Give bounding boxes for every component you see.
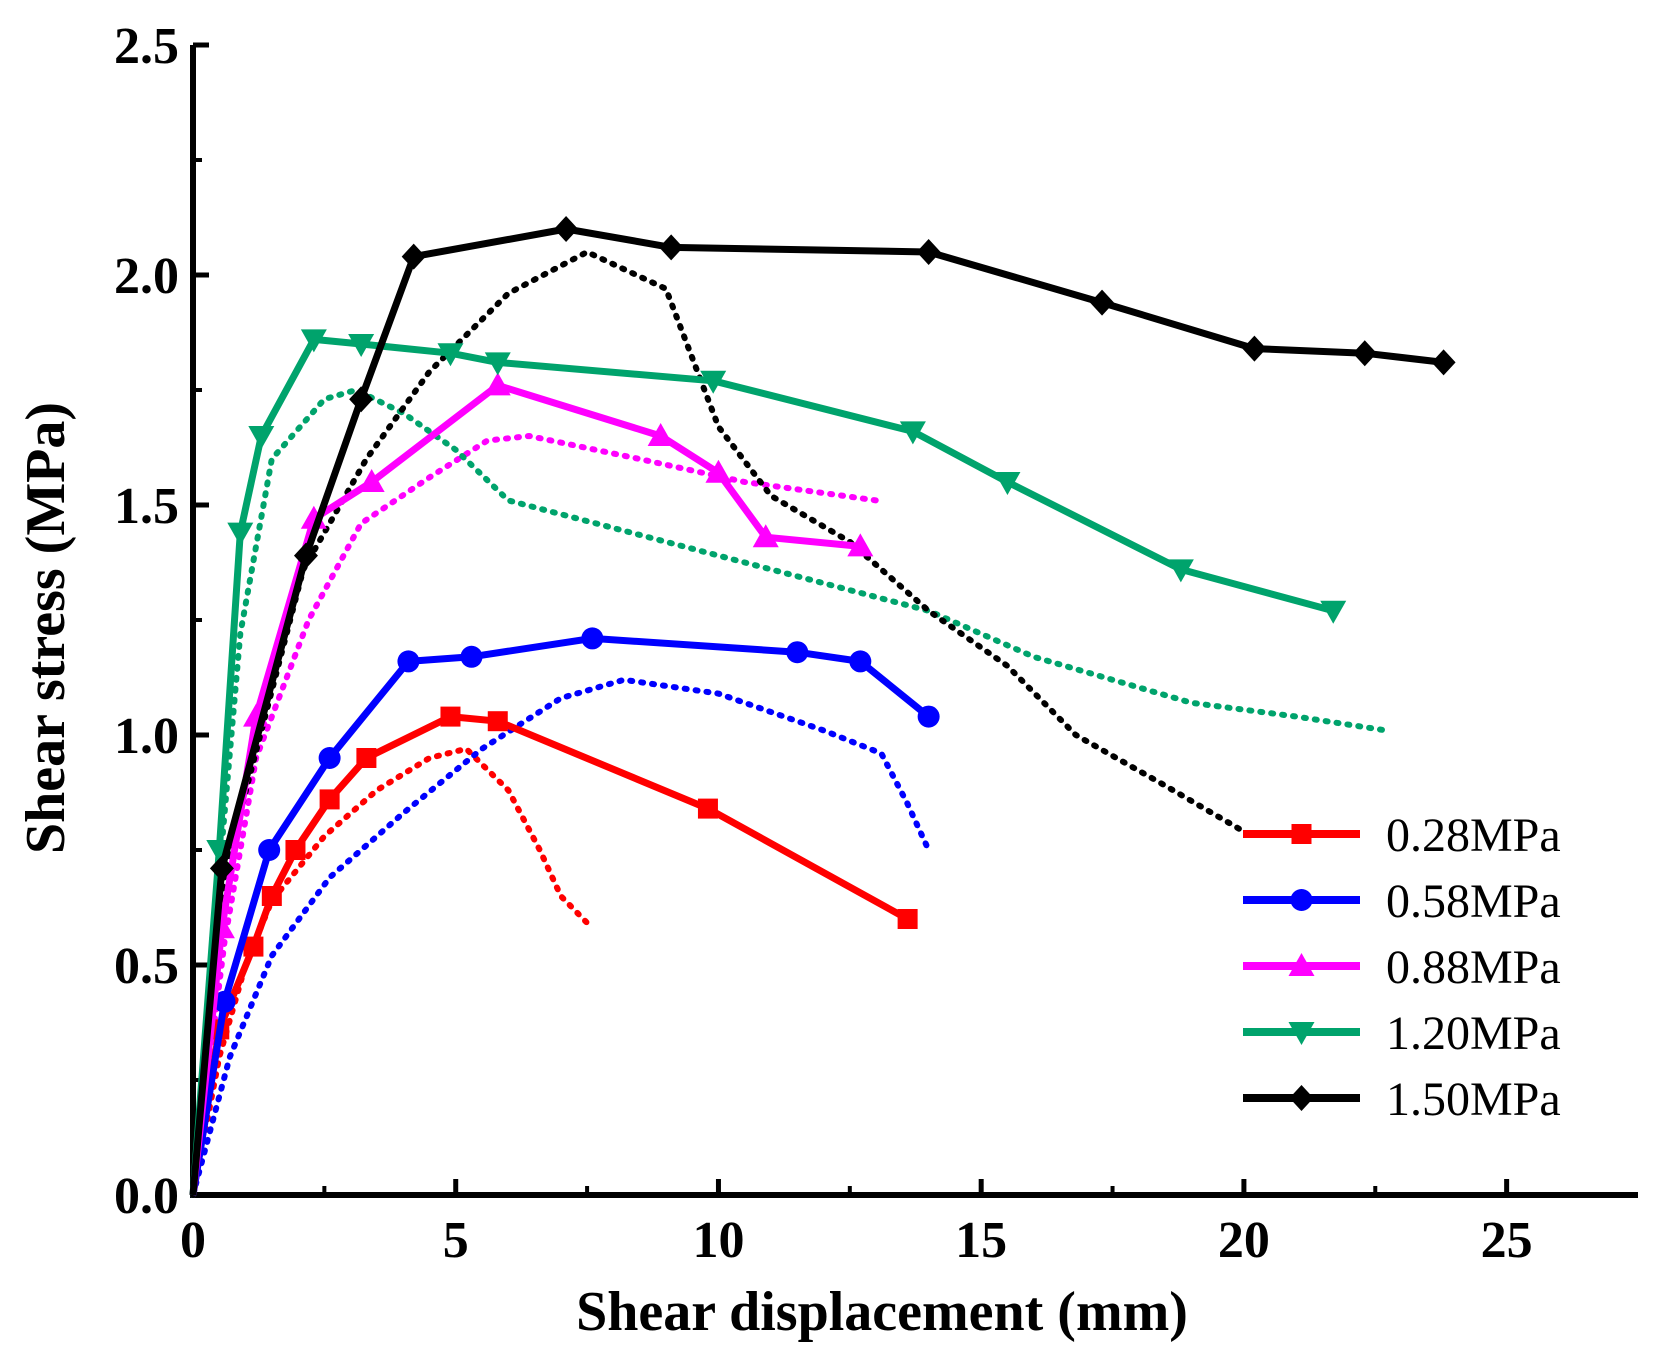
data-point	[1167, 559, 1194, 583]
data-point	[285, 840, 306, 860]
data-point	[349, 386, 374, 413]
data-point	[1320, 600, 1347, 624]
data-point	[700, 370, 727, 394]
x-axis-title: Shear displacement (mm)	[576, 1281, 1188, 1343]
series-0.88MPa	[189, 372, 874, 1196]
data-point	[847, 533, 874, 557]
data-point	[1242, 335, 1267, 362]
data-point	[916, 239, 941, 265]
axes: 0 5 10 15 20 25 0.0 0.5 1.0 1.5 2.0 2.5	[114, 18, 1638, 1269]
data-point	[258, 839, 281, 861]
series-line	[189, 381, 861, 1196]
series-line	[189, 634, 931, 1196]
data-point	[647, 423, 674, 446]
legend-item: 0.28MPa	[1243, 809, 1561, 862]
data-point	[261, 886, 282, 906]
data-point	[209, 855, 234, 882]
data-series	[189, 216, 1456, 1196]
legend-label: 0.88MPa	[1386, 941, 1561, 994]
data-point	[899, 421, 926, 445]
data-point	[358, 469, 385, 492]
legend-item: 0.58MPa	[1243, 875, 1561, 928]
data-point	[897, 909, 918, 929]
legend-label: 1.20MPa	[1386, 1007, 1561, 1060]
legend-marker	[1289, 1085, 1314, 1111]
legend-marker	[1291, 824, 1312, 844]
data-point	[213, 990, 236, 1013]
legend-marker	[1290, 889, 1313, 911]
data-point	[348, 334, 375, 357]
data-point	[300, 329, 327, 353]
data-point	[397, 650, 420, 673]
data-point	[460, 645, 483, 668]
data-point	[318, 747, 341, 769]
x-tick-label: 0	[180, 1212, 206, 1269]
data-point	[1090, 289, 1115, 316]
dotted-curve-1.20MPa	[190, 387, 1389, 1198]
series-line	[189, 225, 1445, 1196]
y-tick-label: 1.0	[114, 708, 179, 765]
dotted-curve-0.28MPa	[190, 745, 596, 1198]
data-point	[786, 641, 809, 664]
y-tick-label: 0.0	[114, 1168, 179, 1225]
data-point	[659, 234, 684, 261]
data-point	[554, 216, 579, 242]
data-point	[697, 798, 718, 819]
y-tick-label: 2.5	[114, 18, 179, 75]
y-tick-label: 0.5	[114, 938, 179, 995]
data-point	[401, 243, 426, 270]
x-tick-label: 15	[955, 1212, 1007, 1269]
legend: 0.28MPa 0.58MPa 0.88MPa 1.20MPa 1.50MPa	[1243, 809, 1561, 1126]
data-point	[994, 472, 1021, 495]
data-point	[917, 705, 940, 728]
dotted-curve-1.50MPa	[190, 249, 1247, 1198]
data-point	[705, 459, 732, 483]
legend-item: 0.88MPa	[1243, 941, 1561, 994]
dotted-curve-0.58MPa	[190, 676, 932, 1198]
legend-marker	[1288, 1022, 1315, 1045]
data-point	[1431, 349, 1456, 376]
data-point	[356, 748, 377, 768]
dotted-curves	[190, 249, 1389, 1198]
data-point	[752, 524, 779, 548]
x-tick-label: 5	[443, 1212, 469, 1269]
x-tick-label: 10	[692, 1212, 744, 1269]
x-tick-label: 25	[1481, 1212, 1533, 1269]
legend-item: 1.20MPa	[1243, 1007, 1561, 1060]
data-point	[319, 789, 340, 810]
legend-label: 0.58MPa	[1386, 875, 1561, 928]
y-axis-title: Shear stress (MPa)	[15, 402, 77, 854]
data-point	[243, 936, 264, 957]
legend-marker	[1288, 953, 1315, 976]
x-tick-label: 20	[1218, 1212, 1270, 1269]
data-point	[487, 711, 508, 732]
data-point	[248, 426, 275, 449]
series-0.58MPa	[189, 627, 940, 1196]
series-1.20MPa	[189, 329, 1347, 1196]
data-point	[293, 542, 318, 569]
legend-label: 1.50MPa	[1386, 1073, 1561, 1126]
data-point	[437, 343, 464, 367]
data-point	[581, 627, 604, 650]
y-tick-label: 1.5	[114, 478, 179, 535]
series-line	[189, 713, 910, 1196]
data-point	[484, 352, 511, 376]
data-point	[849, 650, 872, 673]
series-1.50MPa	[189, 216, 1456, 1196]
data-point	[227, 522, 254, 546]
data-point	[1352, 340, 1377, 367]
series-0.28MPa	[189, 706, 918, 1196]
y-tick-label: 2.0	[114, 248, 179, 305]
legend-label: 0.28MPa	[1386, 809, 1561, 862]
data-point	[484, 372, 511, 396]
data-point	[440, 706, 461, 727]
legend-item: 1.50MPa	[1243, 1073, 1561, 1126]
dotted-curve-0.88MPa	[190, 433, 880, 1198]
